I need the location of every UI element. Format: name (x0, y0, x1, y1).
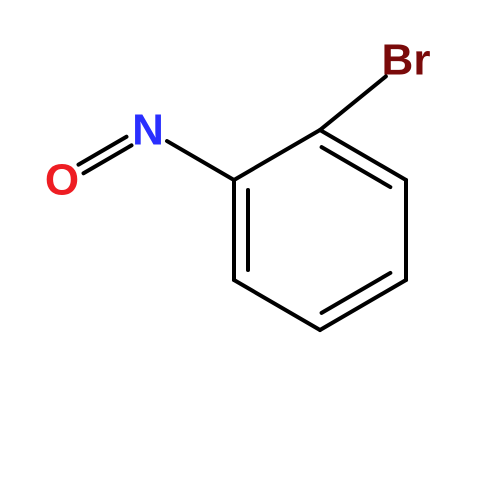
molecule-diagram: Br N O (0, 0, 500, 500)
n-atom-label: N (132, 106, 164, 155)
br-atom-label: Br (382, 36, 431, 85)
o-atom-label: O (45, 156, 79, 205)
